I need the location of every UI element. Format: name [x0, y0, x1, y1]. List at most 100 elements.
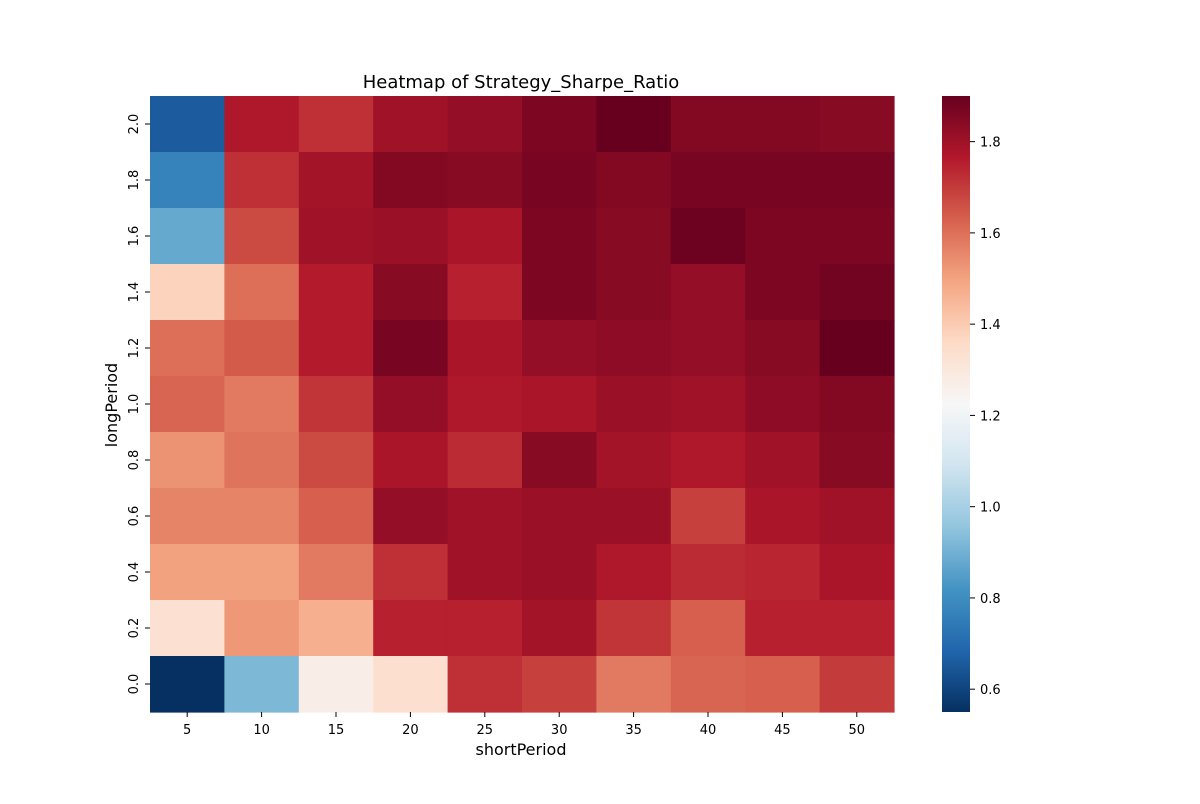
heatmap-cell [150, 264, 225, 321]
heatmap-cell [150, 376, 225, 433]
colorbar-tick-label: 1.8 [980, 136, 1001, 151]
heatmap-cell [522, 432, 597, 489]
heatmap-cell [670, 320, 746, 377]
heatmap-cell [447, 264, 523, 321]
y-axis-label: longPeriod [102, 363, 121, 447]
colorbar-tick-label: 1.6 [980, 227, 1001, 242]
heatmap-cell [819, 488, 895, 545]
heatmap-cell [745, 656, 821, 713]
heatmap-cell [150, 96, 225, 153]
heatmap-cell [373, 264, 449, 321]
heatmap-cell [373, 656, 449, 713]
heatmap-cell [819, 320, 895, 377]
heatmap-cell [447, 320, 523, 377]
heatmap-cell [745, 600, 821, 657]
heatmap-cell [373, 376, 449, 433]
heatmap-cell [670, 208, 746, 265]
heatmap-cell [670, 544, 746, 601]
heatmap-cell [819, 600, 895, 657]
heatmap-cell [670, 96, 746, 153]
heatmap-cell [819, 432, 895, 489]
x-tick-label: 10 [253, 723, 270, 738]
heatmap-cell [670, 152, 746, 209]
heatmap-cell [224, 544, 300, 601]
colorbar-tick-label: 0.6 [980, 683, 1001, 698]
heatmap-cell [373, 432, 449, 489]
y-tick-label: 1.2 [127, 338, 142, 359]
heatmap-cell [224, 432, 300, 489]
heatmap-cell [596, 96, 672, 153]
heatmap-cell [447, 600, 523, 657]
heatmap-cell [745, 488, 821, 545]
heatmap-cell [670, 264, 746, 321]
heatmap-cell [150, 432, 225, 489]
heatmap-cell [447, 488, 523, 545]
heatmap-cell [522, 96, 597, 153]
x-tick-label: 20 [402, 723, 419, 738]
heatmap-cell [596, 432, 672, 489]
y-tick-label: 1.6 [127, 226, 142, 247]
colorbar-ticks: 0.6 0.8 1.0 1.2 1.4 1.6 1.8 [970, 136, 1001, 698]
heatmap-cell [670, 600, 746, 657]
heatmap-cell [819, 264, 895, 321]
heatmap-cell [298, 488, 374, 545]
heatmap-cell [224, 264, 300, 321]
heatmap-cell [819, 656, 895, 713]
heatmap-cell [522, 152, 597, 209]
heatmap-cell [670, 656, 746, 713]
y-tick-label: 0.2 [127, 618, 142, 639]
heatmap-cell [819, 208, 895, 265]
heatmap-cell [224, 488, 300, 545]
y-tick-label: 0.6 [127, 506, 142, 527]
x-tick-label: 30 [551, 723, 568, 738]
chart-title: Heatmap of Strategy_Sharpe_Ratio [363, 72, 680, 93]
heatmap-cell [522, 600, 597, 657]
heatmap-cell [596, 488, 672, 545]
heatmap-cell [373, 208, 449, 265]
x-tick-label: 15 [328, 723, 345, 738]
y-tick-label: 2.0 [127, 114, 142, 135]
heatmap-cell [745, 208, 821, 265]
heatmap-cell [298, 208, 374, 265]
heatmap-cell [745, 320, 821, 377]
heatmap-cell [522, 208, 597, 265]
heatmap-cell [819, 544, 895, 601]
heatmap-cell [745, 264, 821, 321]
heatmap-cell [298, 544, 374, 601]
colorbar-tick-label: 1.4 [980, 318, 1001, 333]
y-tick-label: 1.0 [127, 394, 142, 415]
heatmap-cell [447, 656, 523, 713]
heatmap-cell [447, 208, 523, 265]
heatmap-cell [150, 488, 225, 545]
heatmap-cell [670, 376, 746, 433]
heatmap-cell [745, 432, 821, 489]
heatmap-cell [596, 264, 672, 321]
heatmap-cell [224, 320, 300, 377]
heatmap-cell [745, 152, 821, 209]
heatmap-cell [150, 208, 225, 265]
heatmap-cell [522, 544, 597, 601]
heatmap-cell [298, 656, 374, 713]
heatmap-cell [745, 96, 821, 153]
heatmap-cell [522, 320, 597, 377]
heatmap-cell [298, 600, 374, 657]
colorbar-tick-label: 0.8 [980, 592, 1001, 607]
heatmap-cell [298, 320, 374, 377]
heatmap-cell [373, 600, 449, 657]
x-tick-label: 40 [700, 723, 717, 738]
heatmap-cell [224, 96, 300, 153]
heatmap-cell [447, 152, 523, 209]
y-tick-label: 1.8 [127, 170, 142, 191]
x-tick-label: 5 [183, 723, 191, 738]
heatmap-cell [298, 432, 374, 489]
heatmap-cell [447, 432, 523, 489]
y-tick-label: 0.0 [127, 674, 142, 695]
heatmap-cell [447, 96, 523, 153]
heatmap-cells [150, 96, 895, 713]
y-tick-label: 1.4 [127, 282, 142, 303]
heatmap-cell [224, 376, 300, 433]
heatmap-cell [150, 600, 225, 657]
heatmap-cell [447, 376, 523, 433]
